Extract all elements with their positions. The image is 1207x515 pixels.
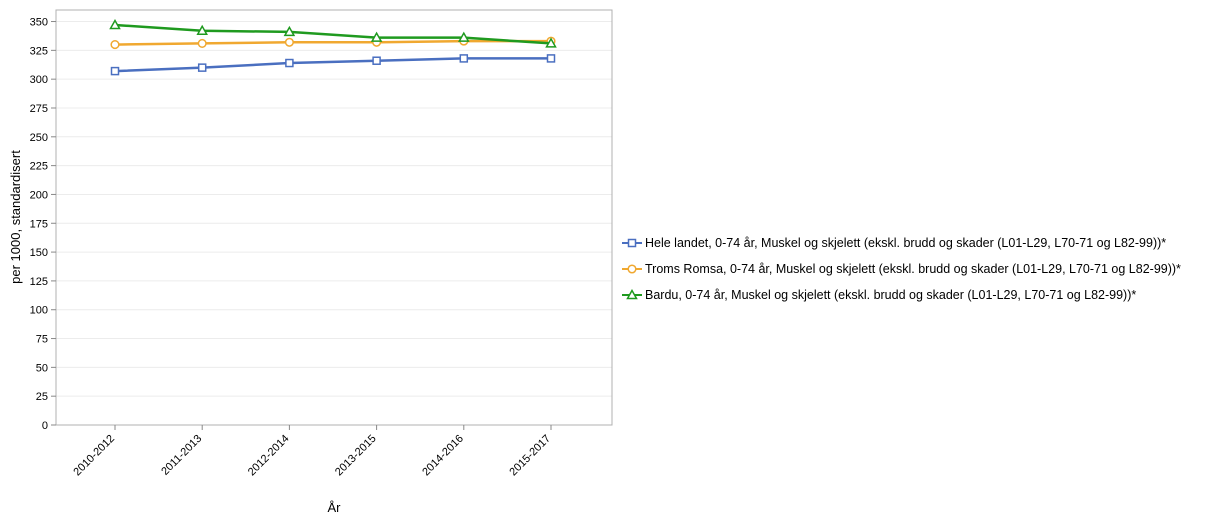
series-line — [114, 57, 551, 73]
y-tick-label: 175 — [30, 218, 48, 230]
y-tick-label: 325 — [30, 45, 48, 57]
y-axis-title: per 1000, standardisert — [8, 150, 23, 284]
data-point-triangle — [626, 289, 638, 300]
data-point-circle — [197, 38, 207, 48]
gridlines — [56, 21, 612, 426]
data-point-square — [627, 238, 637, 248]
legend-label: Bardu, 0-74 år, Muskel og skjelett (eksk… — [645, 288, 1137, 302]
series-3 — [109, 18, 557, 48]
data-point-square — [372, 56, 381, 65]
y-tick-label: 200 — [30, 189, 48, 201]
data-point-triangle — [283, 25, 296, 37]
x-axis-title: År — [328, 500, 342, 515]
data-point-triangle — [545, 37, 557, 48]
data-point-triangle — [109, 18, 121, 30]
data-point-square — [459, 54, 469, 63]
series-line — [114, 23, 552, 45]
legend-swatch — [622, 238, 642, 248]
x-axis: 2010-2012 2011-2013 2012-2014 2013-2015 2014… — [71, 425, 553, 478]
y-tick-label: 100 — [30, 305, 48, 317]
x-tick-label: 2015-2017 — [507, 433, 553, 479]
y-tick-label: 150 — [30, 247, 48, 259]
x-tick-label: 2014-2016 — [420, 433, 466, 479]
series-line — [114, 39, 551, 46]
y-tick-label: 250 — [30, 132, 48, 144]
y-tick-label: 225 — [30, 161, 48, 173]
y-tick-label: 350 — [30, 17, 48, 29]
y-tick-label: 75 — [36, 334, 48, 346]
data-point-triangle — [196, 24, 208, 35]
y-tick-label: 125 — [30, 276, 48, 288]
y-tick-label: 0 — [42, 420, 48, 432]
data-point-square — [197, 63, 207, 72]
x-tick-label: 2010-2012 — [71, 433, 117, 479]
plot-area — [55, 9, 613, 426]
legend-swatch — [622, 264, 642, 274]
y-tick-label: 50 — [36, 362, 48, 374]
y-tick-label: 25 — [36, 391, 48, 403]
data-point-circle — [627, 264, 637, 274]
data-point-triangle — [458, 31, 470, 42]
legend-item[interactable]: Bardu, 0-74 år, Muskel og skjelett (eksk… — [622, 282, 1181, 308]
x-tick-label: 2012-2014 — [246, 433, 292, 479]
data-point-triangle — [370, 31, 383, 42]
series-group — [109, 18, 557, 76]
legend-label: Hele landet, 0-74 år, Muskel og skjelett… — [645, 236, 1167, 250]
legend: Hele landet, 0-74 år, Muskel og skjelett… — [622, 230, 1181, 308]
x-tick-label: 2011-2013 — [159, 433, 204, 478]
series-1 — [110, 54, 556, 76]
data-point-square — [285, 58, 294, 68]
legend-item[interactable]: Hele landet, 0-74 år, Muskel og skjelett… — [622, 230, 1181, 256]
data-point-circle — [110, 40, 120, 50]
x-tick-label: 2013-2015 — [333, 433, 379, 479]
legend-label: Troms Romsa, 0-74 år, Muskel og skjelett… — [645, 262, 1181, 276]
y-tick-label: 300 — [30, 74, 48, 86]
y-tick-label: 275 — [30, 103, 48, 115]
data-point-circle — [284, 37, 294, 47]
y-axis: 0 25 50 75 100 125 150 175 200 225 250 275 300 325 350 — [30, 17, 56, 432]
data-point-square — [110, 66, 120, 76]
data-point-square — [546, 54, 556, 63]
legend-swatch — [622, 289, 642, 300]
legend-item[interactable]: Troms Romsa, 0-74 år, Muskel og skjelett… — [622, 256, 1181, 282]
